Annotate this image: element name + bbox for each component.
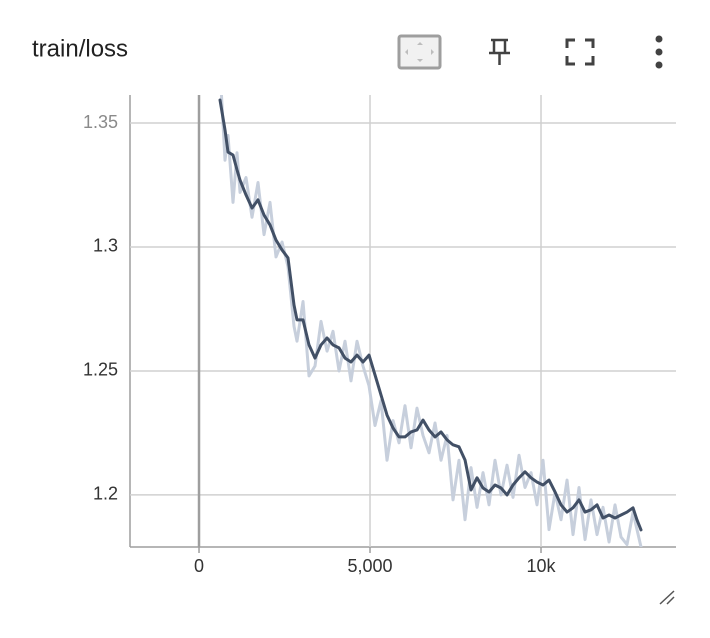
resize-handle[interactable] xyxy=(659,590,675,605)
series-line xyxy=(219,95,643,547)
more-menu-button[interactable] xyxy=(655,35,663,69)
y-tick-label: 1.35 xyxy=(83,112,118,132)
y-tick-label: 1.25 xyxy=(83,360,118,380)
x-tick-label: 0 xyxy=(194,556,204,576)
y-tick-label: 1.2 xyxy=(93,484,118,504)
fullscreen-button[interactable] xyxy=(565,38,595,66)
series-line xyxy=(218,98,643,532)
x-tick-label: 10k xyxy=(526,556,556,576)
pin-button[interactable] xyxy=(489,38,510,65)
y-tick-label: 1.3 xyxy=(93,236,118,256)
fit-domain-button[interactable] xyxy=(397,34,442,70)
chart-title: train/loss xyxy=(32,35,128,62)
x-tick-label: 5,000 xyxy=(347,556,392,576)
